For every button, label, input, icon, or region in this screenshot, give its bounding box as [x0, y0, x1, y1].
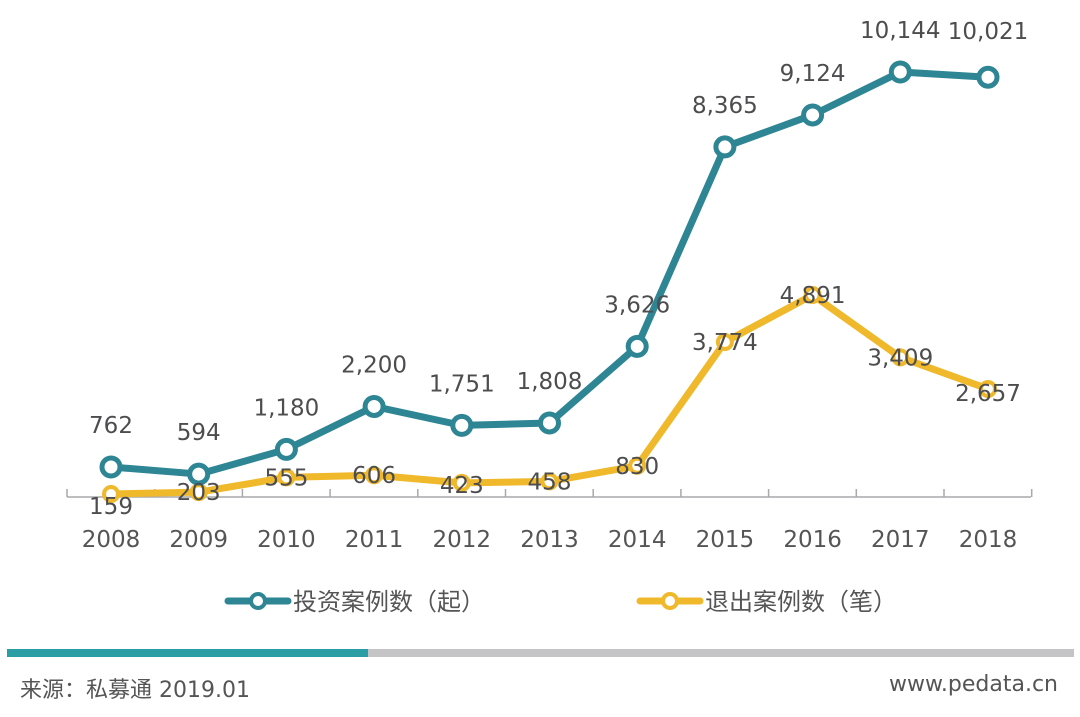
x-tick-label: 2016	[783, 527, 842, 553]
data-point	[979, 379, 997, 398]
legend-item-1: 退出案例数（笔）	[636, 588, 897, 616]
data-label: 4,891	[780, 283, 846, 309]
data-label: 555	[264, 465, 308, 491]
data-point	[976, 65, 1000, 89]
x-tick-label: 2018	[959, 527, 1018, 553]
data-label: 3,774	[692, 330, 758, 356]
data-label: 3,409	[867, 345, 933, 371]
x-tick-label: 2014	[608, 527, 667, 553]
data-point	[715, 332, 734, 351]
data-label: 1,180	[253, 395, 319, 421]
data-point	[891, 348, 910, 367]
data-label: 203	[177, 480, 221, 506]
x-axis: 2008 2009 2010 2011 2012 2013 2014 2015 2016 2017…	[66, 489, 1033, 553]
line-chart: 2008 2009 2010 2011 2012 2013 2014 2015 2016 2017…	[66, 18, 1033, 616]
source-text: 来源：私募通 2019.01	[20, 678, 250, 703]
data-label: 1,808	[517, 369, 583, 395]
website-link[interactable]: www.pedata.cn	[888, 672, 1058, 697]
data-point	[365, 466, 384, 485]
data-label: 458	[528, 469, 572, 495]
data-point	[452, 473, 471, 492]
data-point	[277, 468, 296, 487]
data-label: 762	[89, 413, 133, 439]
data-point	[450, 413, 474, 437]
data-label: 1,751	[429, 371, 495, 397]
legend-item-0: 投资案例数（起）	[224, 588, 485, 616]
data-label: 9,124	[780, 61, 846, 87]
data-point	[713, 135, 737, 159]
data-point	[187, 462, 211, 486]
data-label: 423	[440, 473, 484, 499]
data-point	[625, 334, 649, 358]
x-tick-label: 2015	[696, 527, 755, 553]
data-point	[362, 394, 386, 418]
legend-label: 退出案例数（笔）	[705, 588, 897, 616]
data-point	[538, 411, 561, 435]
legend-marker-icon	[661, 592, 679, 610]
x-tick-label: 2012	[433, 527, 492, 553]
data-label: 2,657	[955, 381, 1021, 407]
x-tick-label: 2008	[82, 527, 141, 553]
footer-accent-bar	[7, 649, 368, 657]
data-label: 2,200	[341, 352, 407, 378]
data-point	[99, 455, 123, 479]
x-tick-label: 2011	[345, 527, 404, 553]
legend: 投资案例数（起） 退出案例数（笔）	[224, 588, 897, 616]
data-point	[540, 472, 559, 491]
x-tick-label: 2010	[257, 527, 316, 553]
data-label: 594	[177, 420, 221, 446]
data-label: 606	[352, 463, 396, 489]
x-tick-label: 2013	[520, 527, 579, 553]
data-label: 10,021	[948, 19, 1028, 45]
data-point	[803, 286, 822, 305]
data-labels: 762 594 1,180 2,200 1,751 1,808 3,626 8,365 9,12…	[89, 18, 1028, 520]
data-label: 159	[89, 494, 133, 520]
data-point	[274, 437, 298, 461]
data-label: 10,144	[860, 18, 940, 44]
series-lines	[99, 60, 1000, 503]
data-point	[888, 60, 912, 84]
legend-marker-icon	[249, 592, 267, 610]
data-point	[102, 485, 120, 503]
data-label: 8,365	[692, 93, 758, 119]
data-point	[801, 103, 825, 127]
legend-label: 投资案例数（起）	[293, 588, 485, 616]
data-point	[628, 456, 647, 475]
data-label: 830	[615, 454, 659, 480]
x-tick-label: 2009	[169, 527, 228, 553]
x-tick-label: 2017	[871, 527, 930, 553]
footer-divider-bar	[368, 649, 1074, 657]
data-label: 3,626	[604, 292, 670, 318]
